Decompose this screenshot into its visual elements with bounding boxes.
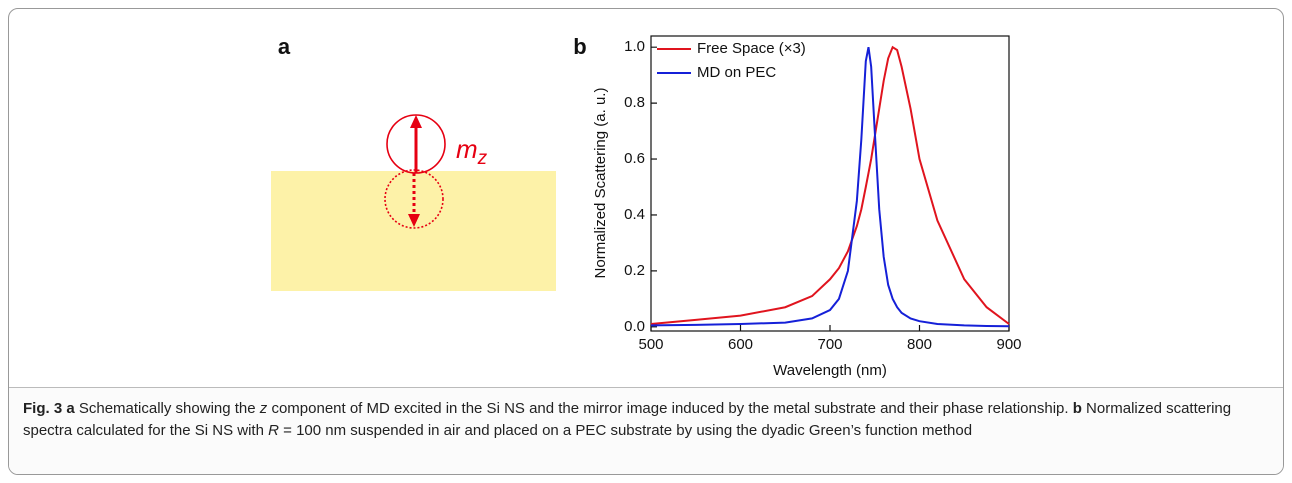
caption-run: R (268, 422, 279, 439)
legend-label: Free Space (×3) (697, 40, 806, 57)
moment-sub: z (477, 148, 488, 169)
caption-run: Normalized scattering spectra calculated… (23, 400, 1236, 439)
y-tick-label: 0.6 (624, 150, 645, 167)
caption-run: z (259, 400, 268, 417)
moment: m (456, 134, 478, 164)
x-tick-label: 600 (728, 336, 753, 353)
caption-run: Fig. 3 a (23, 400, 75, 417)
series-line (650, 45, 1010, 326)
legend-label: MD on PEC (697, 64, 776, 81)
x-tick-label: 800 (907, 336, 932, 353)
panel-label: b (573, 34, 586, 59)
figure-panels: a mz b Wavelength (nm) Normalized Scatte… (271, 34, 1022, 379)
caption-run: b (1072, 400, 1082, 417)
caption-run: component of MD excited in the Si NS and… (267, 400, 1073, 417)
y-tick-label: 0.2 (624, 262, 645, 279)
series-line (650, 46, 1010, 328)
figure: a mz b Wavelength (nm) Normalized Scatte… (8, 8, 1284, 475)
substrate (271, 171, 556, 291)
y-tick-label: 0.8 (624, 94, 645, 111)
y-tick-label: 0.4 (624, 206, 645, 223)
caption-run: = 100 nm suspended in air and placed on … (278, 422, 973, 439)
y-axis-label: Normalized Scattering (a. u.) (592, 88, 609, 279)
x-tick-label: 500 (638, 336, 663, 353)
x-tick-label: 900 (996, 336, 1021, 353)
x-axis-label: Wavelength (nm) (773, 362, 887, 379)
y-tick-label: 1.0 (624, 38, 645, 55)
caption-run: Schematically showing the (74, 400, 260, 417)
panel-label: a (278, 34, 291, 59)
arrow-head (408, 214, 420, 227)
caption: Fig. 3 a Schematically showing the z com… (9, 387, 1283, 474)
image-sphere (384, 169, 444, 229)
x-tick-label: 700 (817, 336, 842, 353)
arrow-head (410, 115, 422, 128)
moment-label: mz (456, 134, 488, 169)
y-tick-label: 0.0 (624, 318, 645, 335)
